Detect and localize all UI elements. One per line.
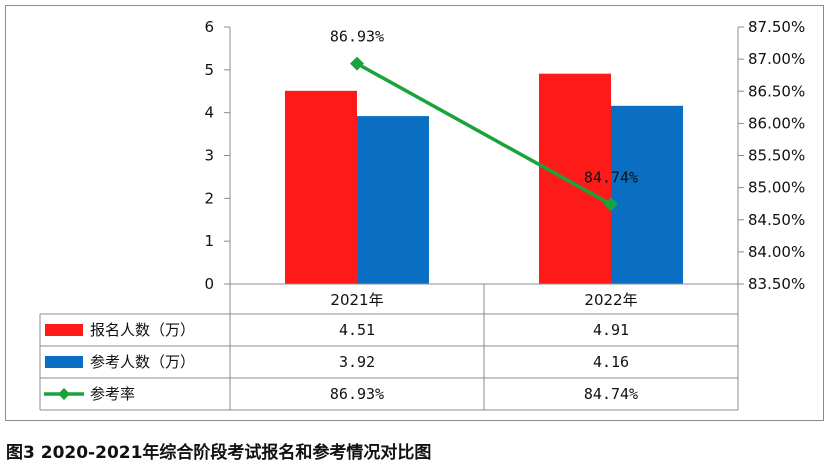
y-left-tick-label: 6	[204, 18, 214, 36]
series-name-2: 参考率	[90, 385, 135, 403]
bar-registered-1	[539, 73, 611, 285]
legend-key-0	[45, 324, 83, 336]
rate-marker-1	[604, 197, 618, 212]
table-cell-1-0: 3.92	[339, 353, 375, 371]
table-cell-2-0: 86.93%	[330, 385, 384, 403]
y-left-tick-label: 5	[204, 61, 214, 79]
legend-key-1	[45, 356, 83, 368]
y-right-tick-label: 86.00%	[748, 114, 805, 132]
y-right-tick-label: 87.00%	[748, 50, 805, 68]
series-name-1: 参考人数（万）	[90, 353, 195, 371]
y-right-tick-label: 85.00%	[748, 179, 805, 197]
y-right-tick-label: 85.50%	[748, 147, 805, 165]
rate-data-label-0: 86.93%	[330, 28, 384, 46]
table-cell-0-0: 4.51	[339, 321, 375, 339]
y-left-tick-label: 1	[204, 232, 214, 250]
figure-caption: 图3 2020-2021年综合阶段考试报名和参考情况对比图	[6, 443, 432, 463]
table-cell-1-1: 4.16	[593, 353, 629, 371]
y-left-tick-label: 0	[204, 275, 214, 293]
category-label-0: 2021年	[330, 291, 383, 309]
bar-registered-0	[285, 90, 357, 285]
rate-data-label-1: 84.74%	[584, 168, 638, 186]
y-right-tick-label: 84.50%	[748, 211, 805, 229]
y-right-tick-label: 83.50%	[748, 275, 805, 293]
y-right-tick-label: 86.50%	[748, 82, 805, 100]
bar-attended-1	[611, 105, 683, 285]
y-left-tick-label: 4	[204, 104, 214, 122]
rate-marker-0	[350, 56, 364, 71]
legend-key-marker-2	[58, 388, 70, 400]
y-left-tick-label: 2	[204, 189, 214, 207]
category-label-1: 2022年	[584, 291, 637, 309]
series-name-0: 报名人数（万）	[90, 321, 195, 339]
y-right-tick-label: 84.00%	[748, 243, 805, 261]
bar-attended-0	[357, 116, 429, 285]
table-cell-2-1: 84.74%	[584, 385, 638, 403]
table-cell-0-1: 4.91	[593, 321, 629, 339]
y-left-tick-label: 3	[204, 147, 214, 165]
y-right-tick-label: 87.50%	[748, 18, 805, 36]
line-participation-rate	[356, 62, 612, 206]
